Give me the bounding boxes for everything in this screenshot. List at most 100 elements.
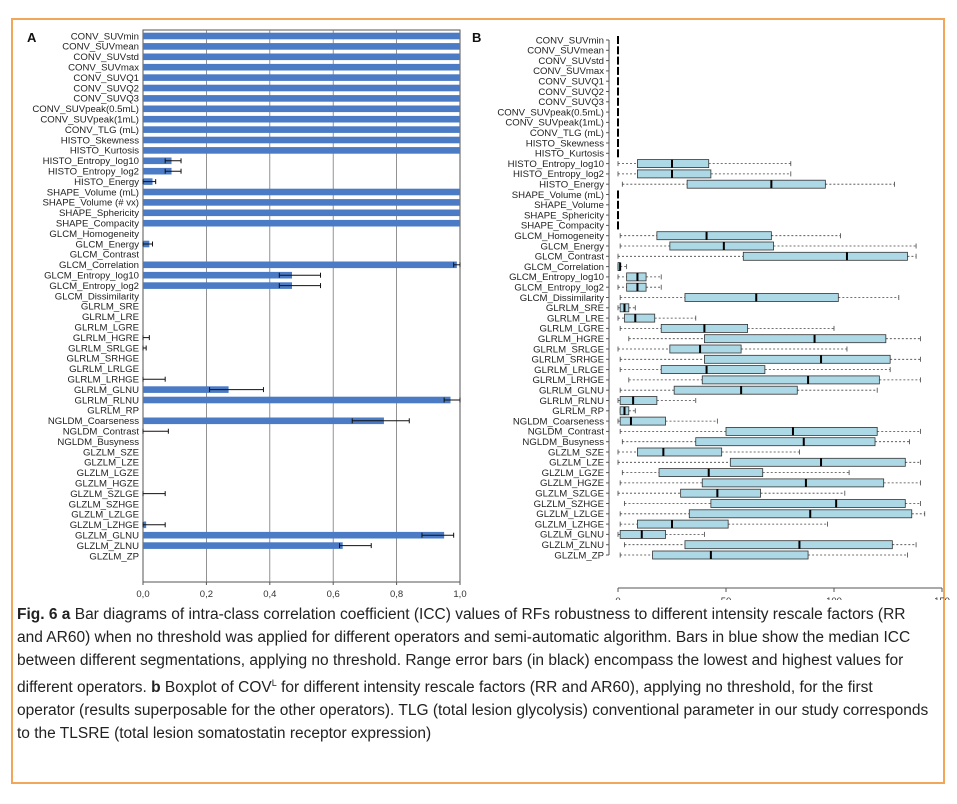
panel-b-box (729, 457, 906, 467)
panel-a-bar (143, 396, 451, 404)
caption-fig-label: Fig. 6 (17, 606, 58, 623)
panel-b-category-label: GLZLM_LZLGE (536, 509, 604, 520)
panel-a-category-label: GLZLM_LZE (84, 458, 139, 469)
panel-a-category-label: GLRLM_LRHGE (68, 375, 139, 386)
panel-b-box (619, 416, 666, 426)
panel-b-category-label: GLRLM_HGRE (538, 334, 604, 345)
panel-a-bar (143, 147, 460, 154)
panel-a-category-label: GLZLM_ZLNU (77, 541, 139, 552)
panel-b-category-label: GLCM_Homogeneity (514, 231, 604, 242)
panel-b-category-label: HISTO_Energy (539, 180, 604, 191)
panel-b-box (725, 426, 878, 436)
panel-a-category-label: HISTO_Energy (74, 177, 139, 188)
panel-b-category-label: GLZLM_LZE (549, 458, 604, 469)
panel-b-category-label: NGLDM_Busyness (522, 437, 604, 448)
panel-a-tick-label: 0,0 (136, 589, 149, 600)
panel-a-bar (143, 282, 292, 289)
panel-b-box (626, 282, 647, 292)
panel-b-box (704, 354, 891, 364)
panel-b-label: B (472, 30, 481, 45)
panel-a-bar (143, 386, 229, 393)
panel-b-box (619, 530, 666, 539)
panel-b-category-label: GLZLM_GLNU (540, 530, 604, 541)
panel-b-category-label: GLZLM_SZE (548, 447, 604, 458)
panel-a-label: A (27, 30, 37, 45)
panel-b-category-label: GLRLM_SRHGE (531, 355, 604, 366)
panel-b-box (695, 437, 876, 447)
panel-a-bar (143, 84, 460, 92)
panel-b-category-label: GLZLM_ZP (554, 550, 604, 561)
panel-a-tick-label: 0,2 (200, 589, 213, 600)
panel-a-category-label: SHAPE_Sphericity (59, 208, 139, 219)
panel-b-box (619, 396, 658, 405)
panel-a-category-label: GLZLM_GLNU (75, 531, 139, 542)
figure-charts: A B 0,0 0,2 0,4 0,6 0,8 1,0CONV_SUVminCONV_SU… (27, 29, 950, 600)
panel-b-category-label: CONV_SUVQ3 (538, 97, 604, 108)
panel-b-box (652, 550, 809, 560)
panel-b-category-label: GLZLM_SZHGE (534, 499, 604, 510)
panel-b-box (704, 334, 887, 344)
panel-b-tick-label: 150 (934, 596, 950, 600)
panel-b-box (669, 241, 774, 251)
panel-b-category-label: GLRLM_LRLGE (534, 365, 604, 376)
panel-a-category-label: GLZLM_LZHGE (70, 520, 139, 531)
panel-a-category-label: GLRLM_RP (87, 406, 139, 417)
panel-b-category-label: SHAPE_Compacity (521, 221, 604, 232)
panel-b-category-label: CONV_SUVstd (538, 56, 604, 67)
panel-a-category-label: GLRLM_GLNU (74, 385, 139, 396)
panel-b-category-label: SHAPE_Sphericity (524, 210, 604, 221)
panel-b-category-label: GLCM_Contrast (535, 252, 605, 263)
panel-b-box (673, 385, 798, 395)
panel-a-category-label: GLZLM_SZLGE (70, 489, 139, 500)
panel-a-bar (143, 53, 460, 61)
caption-b-label: b (151, 679, 161, 697)
panel-b-box (701, 478, 885, 488)
panel-a-bar (143, 271, 292, 279)
panel-a-category-label: CONV_SUVQ1 (73, 73, 139, 84)
panel-b-category-label: GLRLM_GLNU (539, 386, 604, 397)
panel-b-category-label: CONV_SUVQ1 (538, 77, 604, 88)
panel-b-box (637, 169, 712, 179)
panel-b-category-label: HISTO_Entropy_log10 (508, 159, 604, 170)
panel-b-category-label: GLRLM_SRE (546, 303, 604, 314)
panel-a-bar (143, 95, 460, 102)
panel-b-box (624, 313, 656, 323)
panel-a-category-label: GLRLM_RLNU (74, 395, 139, 406)
panel-b-category-label: GLRLM_LRE (547, 313, 604, 324)
panel-a-category-label: HISTO_Skewness (61, 135, 139, 146)
caption-a-label: a (61, 606, 71, 623)
panel-a-category-label: NGLDM_Busyness (57, 437, 139, 448)
panel-b-box (658, 468, 764, 478)
caption-b-sup: L (271, 678, 277, 688)
panel-a-category-label: GLRLM_LGRE (74, 323, 139, 334)
panel-b-box (688, 509, 913, 519)
panel-b-category-label: CONV_SUVmax (533, 66, 604, 77)
panel-a-category-label: CONV_SUVmax (68, 63, 139, 74)
panel-a-bar (143, 105, 460, 113)
panel-b-box (660, 365, 766, 375)
panel-a-category-label: GLCM_Energy (76, 239, 140, 250)
panel-a-bar (143, 219, 460, 227)
panel-b-category-label: CONV_SUVpeak(1mL) (505, 118, 604, 129)
panel-a-category-label: NGLDM_Coarseness (48, 416, 139, 427)
panel-b-box (742, 251, 908, 261)
panel-a-category-label: SHAPE_Compacity (56, 219, 139, 230)
panel-a-bar-chart: 0,0 0,2 0,4 0,6 0,8 1,0 CONV_SUVminCONV_SUVmea… (32, 29, 467, 600)
panel-a-bar (143, 167, 172, 175)
panel-b-box (637, 447, 723, 457)
panel-b-category-label: GLZLM_ZLNU (542, 540, 604, 551)
panel-a-bar (143, 115, 460, 123)
panel-b-category-label: CONV_SUVQ2 (538, 87, 604, 98)
panel-a-category-label: GLRLM_SRHGE (66, 354, 139, 365)
panel-b-category-label: GLRLM_LGRE (539, 324, 604, 335)
panel-a-category-label: GLCM_Entropy_log10 (44, 271, 139, 282)
panel-a-category-label: GLCM_Contrast (70, 250, 140, 261)
panel-a-category-label: CONV_SUVpeak(0.5mL) (32, 104, 139, 115)
panel-a-category-label: CONV_SUVmean (62, 42, 139, 53)
panel-a-category-label: GLZLM_HGZE (75, 479, 139, 490)
panel-b-category-label: GLCM_Entropy_log10 (509, 272, 604, 283)
panel-a-category-label: GLRLM_SRE (81, 302, 139, 313)
panel-b-category-label: HISTO_Entropy_log2 (513, 169, 604, 180)
panel-b-box (656, 231, 772, 241)
panel-b-category-label: HISTO_Skewness (526, 138, 604, 149)
